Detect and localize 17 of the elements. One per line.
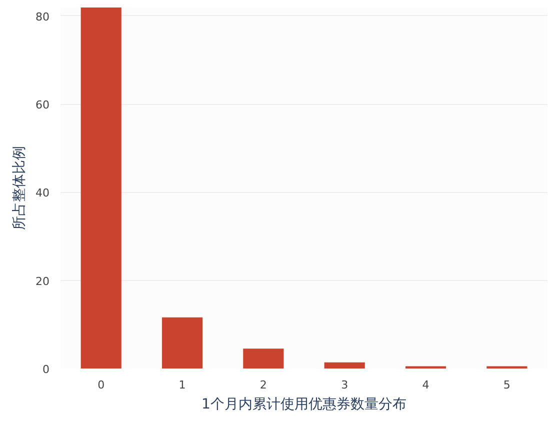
x-tick-label: 2 bbox=[260, 378, 267, 392]
x-tick-label: 3 bbox=[341, 378, 348, 392]
y-tick-label: 20 bbox=[36, 274, 50, 288]
x-tick-label: 1 bbox=[178, 378, 186, 392]
x-tick-label: 4 bbox=[422, 378, 430, 392]
y-tick-label: 60 bbox=[36, 98, 50, 112]
bar bbox=[162, 317, 203, 368]
x-tick-label: 0 bbox=[98, 378, 105, 392]
bar bbox=[80, 8, 122, 368]
y-tick-label: 0 bbox=[42, 363, 50, 376]
x-axis-title: 1个月内累计使用优惠券数量分布 bbox=[202, 396, 406, 412]
y-axis-title: 所占整体比例 bbox=[12, 146, 28, 230]
bar bbox=[324, 362, 365, 368]
bar bbox=[243, 348, 284, 368]
y-tick-label: 40 bbox=[36, 186, 50, 200]
y-tick-label: 80 bbox=[36, 10, 50, 24]
x-tick-label: 5 bbox=[503, 378, 510, 392]
